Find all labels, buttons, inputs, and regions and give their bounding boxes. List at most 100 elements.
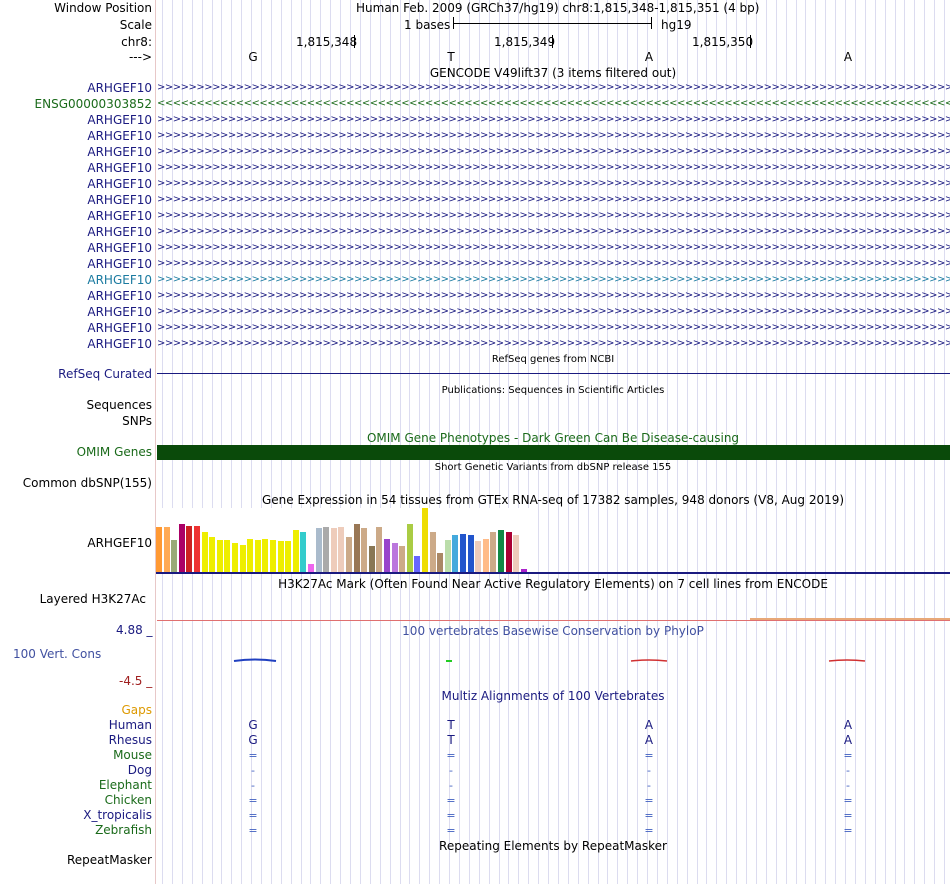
- gtex-tissue-bar[interactable]: [513, 535, 519, 572]
- gtex-tissue-bar[interactable]: [293, 530, 299, 572]
- publications-title[interactable]: Publications: Sequences in Scientific Ar…: [441, 385, 665, 396]
- multiz-species-label[interactable]: Elephant: [98, 778, 152, 792]
- gtex-tissue-bar[interactable]: [361, 528, 367, 572]
- gencode-item-label[interactable]: ARHGEF10: [87, 305, 152, 319]
- gtex-tissue-bar[interactable]: [285, 541, 291, 572]
- gtex-tissue-bar[interactable]: [171, 540, 177, 572]
- gtex-tissue-bar[interactable]: [278, 541, 284, 572]
- gtex-tissue-bar[interactable]: [399, 546, 405, 572]
- cons-label[interactable]: 100 Vert. Cons: [13, 647, 102, 661]
- gtex-tissue-bar[interactable]: [407, 524, 413, 572]
- gencode-transcript[interactable]: >>>>>>>>>>>>>>>>>>>>>>>>>>>>>>>>>>>>>>>>…: [157, 163, 950, 173]
- h3k27ac-label[interactable]: Layered H3K27Ac: [39, 592, 146, 606]
- gtex-tissue-bar[interactable]: [255, 540, 261, 572]
- publications-label-snps[interactable]: SNPs: [122, 414, 152, 428]
- gtex-tissue-bar[interactable]: [354, 524, 360, 572]
- gencode-title[interactable]: GENCODE V49lift37 (3 items filtered out): [429, 66, 677, 80]
- multiz-species-label[interactable]: Mouse: [113, 748, 152, 762]
- gencode-transcript[interactable]: >>>>>>>>>>>>>>>>>>>>>>>>>>>>>>>>>>>>>>>>…: [157, 275, 950, 285]
- gencode-item-label[interactable]: ARHGEF10: [87, 113, 152, 127]
- gencode-transcript[interactable]: >>>>>>>>>>>>>>>>>>>>>>>>>>>>>>>>>>>>>>>>…: [157, 243, 950, 253]
- h3k27ac-title[interactable]: H3K27Ac Mark (Often Found Near Active Re…: [278, 577, 828, 591]
- omim-gene-bar[interactable]: [157, 445, 950, 460]
- gtex-tissue-bar[interactable]: [209, 537, 215, 572]
- gencode-item-label[interactable]: ARHGEF10: [87, 289, 152, 303]
- gtex-tissue-bar[interactable]: [498, 530, 504, 572]
- gencode-item-label[interactable]: ARHGEF10: [87, 321, 152, 335]
- gtex-tissue-bar[interactable]: [430, 532, 436, 572]
- gencode-item-label[interactable]: ARHGEF10: [87, 161, 152, 175]
- gencode-transcript[interactable]: >>>>>>>>>>>>>>>>>>>>>>>>>>>>>>>>>>>>>>>>…: [157, 115, 950, 125]
- gtex-tissue-bar[interactable]: [316, 528, 322, 572]
- gencode-transcript[interactable]: >>>>>>>>>>>>>>>>>>>>>>>>>>>>>>>>>>>>>>>>…: [157, 227, 950, 237]
- cons-title[interactable]: 100 vertebrates Basewise Conservation by…: [402, 624, 704, 638]
- gencode-transcript[interactable]: >>>>>>>>>>>>>>>>>>>>>>>>>>>>>>>>>>>>>>>>…: [157, 131, 950, 141]
- gencode-item-label[interactable]: ARHGEF10: [87, 145, 152, 159]
- gencode-item-label[interactable]: ARHGEF10: [87, 273, 152, 287]
- gencode-transcript[interactable]: >>>>>>>>>>>>>>>>>>>>>>>>>>>>>>>>>>>>>>>>…: [157, 83, 950, 93]
- multiz-title[interactable]: Multiz Alignments of 100 Vertebrates: [441, 689, 665, 703]
- gencode-transcript[interactable]: >>>>>>>>>>>>>>>>>>>>>>>>>>>>>>>>>>>>>>>>…: [157, 211, 950, 221]
- gtex-tissue-bar[interactable]: [331, 528, 337, 572]
- multiz-species-label[interactable]: Chicken: [104, 793, 152, 807]
- gtex-tissue-bar[interactable]: [392, 543, 398, 572]
- cons-signal[interactable]: [157, 655, 950, 667]
- gencode-item-label[interactable]: ARHGEF10: [87, 209, 152, 223]
- gtex-tissue-bar[interactable]: [506, 532, 512, 572]
- gtex-tissue-bar[interactable]: [376, 527, 382, 572]
- gtex-tissue-bar[interactable]: [490, 532, 496, 572]
- gtex-tissue-bar[interactable]: [445, 540, 451, 572]
- gtex-tissue-bar[interactable]: [414, 556, 420, 572]
- multiz-species-label[interactable]: X_tropicalis: [83, 808, 152, 822]
- gtex-tissue-bar[interactable]: [452, 535, 458, 572]
- gencode-transcript[interactable]: >>>>>>>>>>>>>>>>>>>>>>>>>>>>>>>>>>>>>>>>…: [157, 195, 950, 205]
- gencode-item-label[interactable]: ARHGEF10: [87, 241, 152, 255]
- dbsnp-title[interactable]: Short Genetic Variants from dbSNP releas…: [434, 462, 672, 473]
- gtex-tissue-bar[interactable]: [179, 524, 185, 572]
- multiz-species-label[interactable]: Dog: [127, 763, 152, 777]
- omim-title[interactable]: OMIM Gene Phenotypes - Dark Green Can Be…: [366, 431, 740, 445]
- gtex-tissue-bar[interactable]: [300, 532, 306, 572]
- gtex-bar-chart[interactable]: [156, 508, 536, 572]
- gencode-item-label[interactable]: ARHGEF10: [87, 225, 152, 239]
- gencode-transcript[interactable]: >>>>>>>>>>>>>>>>>>>>>>>>>>>>>>>>>>>>>>>>…: [157, 291, 950, 301]
- omim-label[interactable]: OMIM Genes: [76, 445, 152, 459]
- multiz-species-label[interactable]: Zebrafish: [95, 823, 152, 837]
- repeatmasker-title[interactable]: Repeating Elements by RepeatMasker: [439, 839, 667, 853]
- gtex-tissue-bar[interactable]: [186, 526, 192, 572]
- gtex-label[interactable]: ARHGEF10: [87, 536, 152, 550]
- gtex-tissue-bar[interactable]: [217, 540, 223, 572]
- repeatmasker-label[interactable]: RepeatMasker: [66, 853, 152, 867]
- gtex-tissue-bar[interactable]: [247, 539, 253, 572]
- refseq-gene-line[interactable]: [157, 373, 950, 374]
- gencode-item-label[interactable]: ENSG00000303852: [34, 97, 152, 111]
- gtex-tissue-bar[interactable]: [475, 541, 481, 572]
- gtex-tissue-bar[interactable]: [164, 527, 170, 572]
- gtex-tissue-bar[interactable]: [384, 539, 390, 572]
- gtex-tissue-bar[interactable]: [240, 545, 246, 572]
- gtex-tissue-bar[interactable]: [483, 539, 489, 572]
- gtex-tissue-bar[interactable]: [521, 569, 527, 572]
- gtex-tissue-bar[interactable]: [338, 527, 344, 572]
- dbsnp-label[interactable]: Common dbSNP(155): [22, 476, 152, 490]
- gencode-item-label[interactable]: ARHGEF10: [87, 337, 152, 351]
- gencode-transcript[interactable]: >>>>>>>>>>>>>>>>>>>>>>>>>>>>>>>>>>>>>>>>…: [157, 147, 950, 157]
- multiz-species-label[interactable]: Human: [108, 718, 152, 732]
- gencode-transcript[interactable]: >>>>>>>>>>>>>>>>>>>>>>>>>>>>>>>>>>>>>>>>…: [157, 307, 950, 317]
- gtex-tissue-bar[interactable]: [422, 508, 428, 572]
- gtex-tissue-bar[interactable]: [194, 526, 200, 572]
- gencode-item-label[interactable]: ARHGEF10: [87, 129, 152, 143]
- gtex-tissue-bar[interactable]: [156, 527, 162, 572]
- multiz-species-label[interactable]: Gaps: [121, 703, 152, 717]
- gtex-tissue-bar[interactable]: [437, 553, 443, 572]
- multiz-species-label[interactable]: Rhesus: [108, 733, 152, 747]
- gtex-tissue-bar[interactable]: [232, 543, 238, 572]
- gtex-tissue-bar[interactable]: [202, 532, 208, 572]
- gencode-transcript[interactable]: >>>>>>>>>>>>>>>>>>>>>>>>>>>>>>>>>>>>>>>>…: [157, 179, 950, 189]
- gtex-tissue-bar[interactable]: [468, 535, 474, 572]
- gencode-transcript[interactable]: <<<<<<<<<<<<<<<<<<<<<<<<<<<<<<<<<<<<<<<<…: [157, 99, 950, 109]
- gtex-tissue-bar[interactable]: [270, 540, 276, 572]
- gencode-transcript[interactable]: >>>>>>>>>>>>>>>>>>>>>>>>>>>>>>>>>>>>>>>>…: [157, 259, 950, 269]
- gencode-item-label[interactable]: ARHGEF10: [87, 81, 152, 95]
- gtex-tissue-bar[interactable]: [460, 534, 466, 572]
